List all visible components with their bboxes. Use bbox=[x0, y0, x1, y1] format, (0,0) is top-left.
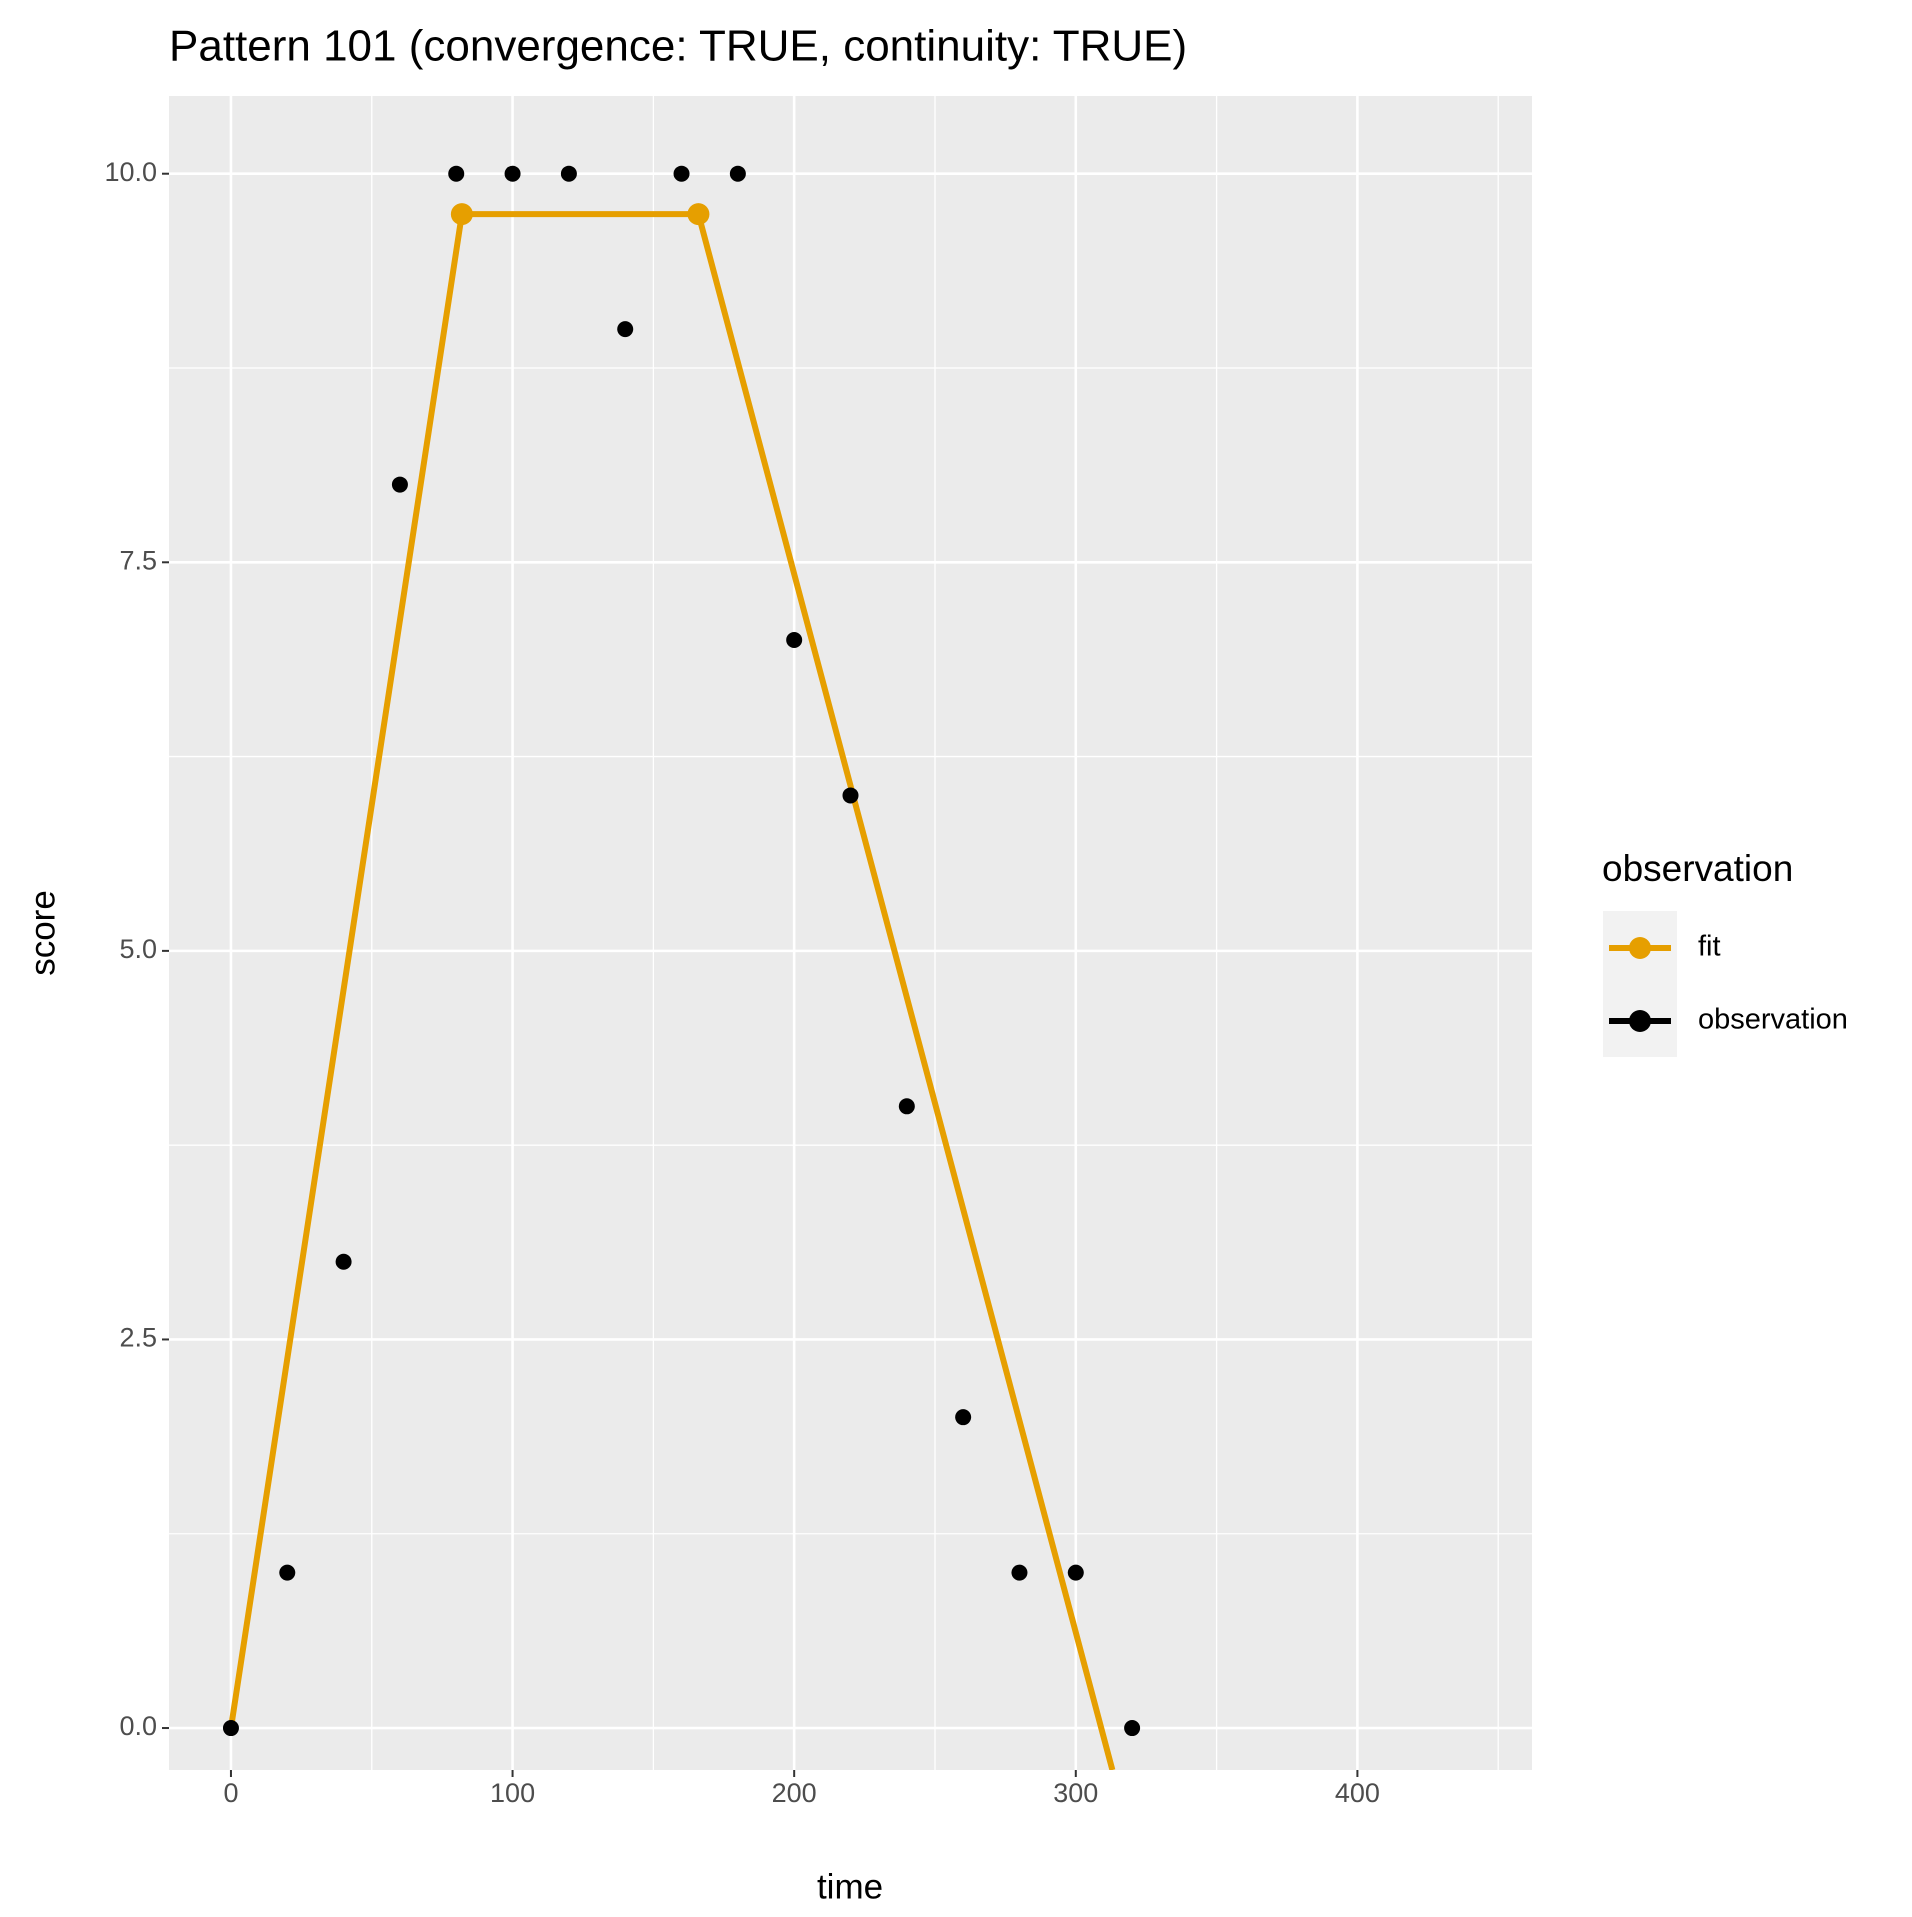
x-tick-label: 300 bbox=[1053, 1778, 1098, 1808]
y-tick-label: 10.0 bbox=[104, 157, 157, 187]
chart-title: Pattern 101 (convergence: TRUE, continui… bbox=[169, 22, 1187, 71]
x-tick-label: 0 bbox=[223, 1778, 238, 1808]
observation-point bbox=[842, 787, 859, 804]
observation-point bbox=[617, 321, 634, 338]
observation-point bbox=[222, 1720, 239, 1737]
observation-point bbox=[1067, 1564, 1084, 1581]
observation-point bbox=[1011, 1564, 1028, 1581]
legend-title: observation bbox=[1602, 848, 1793, 889]
observation-point bbox=[1124, 1720, 1141, 1737]
observation-point bbox=[504, 165, 521, 182]
fit-breakpoint bbox=[687, 203, 710, 226]
legend-point bbox=[1629, 937, 1651, 959]
y-tick-label: 0.0 bbox=[119, 1711, 157, 1741]
observation-point bbox=[673, 165, 690, 182]
legend-label: fit bbox=[1698, 931, 1721, 963]
observation-point bbox=[898, 1098, 915, 1115]
observation-point bbox=[955, 1409, 972, 1426]
x-tick-label: 400 bbox=[1335, 1778, 1380, 1808]
y-tick-label: 2.5 bbox=[119, 1323, 157, 1353]
observation-point bbox=[786, 632, 803, 649]
x-axis-title: time bbox=[817, 1867, 883, 1906]
legend-point bbox=[1629, 1010, 1651, 1032]
observation-point bbox=[729, 165, 746, 182]
fit-line bbox=[227, 211, 1116, 1770]
y-axis-title: score bbox=[23, 890, 62, 976]
legend-key-bg bbox=[1603, 911, 1677, 1057]
fit-breakpoint bbox=[450, 203, 473, 226]
observation-point bbox=[560, 165, 577, 182]
observation-point bbox=[448, 165, 465, 182]
panel bbox=[169, 96, 1532, 1770]
y-tick-label: 7.5 bbox=[119, 545, 157, 575]
observation-point bbox=[391, 476, 408, 493]
legend-label: observation bbox=[1698, 1004, 1848, 1036]
observation-point bbox=[279, 1564, 296, 1581]
x-tick-label: 200 bbox=[772, 1778, 817, 1808]
observation-point bbox=[335, 1253, 352, 1270]
x-tick-label: 100 bbox=[490, 1778, 535, 1808]
y-tick-label: 5.0 bbox=[119, 934, 157, 964]
